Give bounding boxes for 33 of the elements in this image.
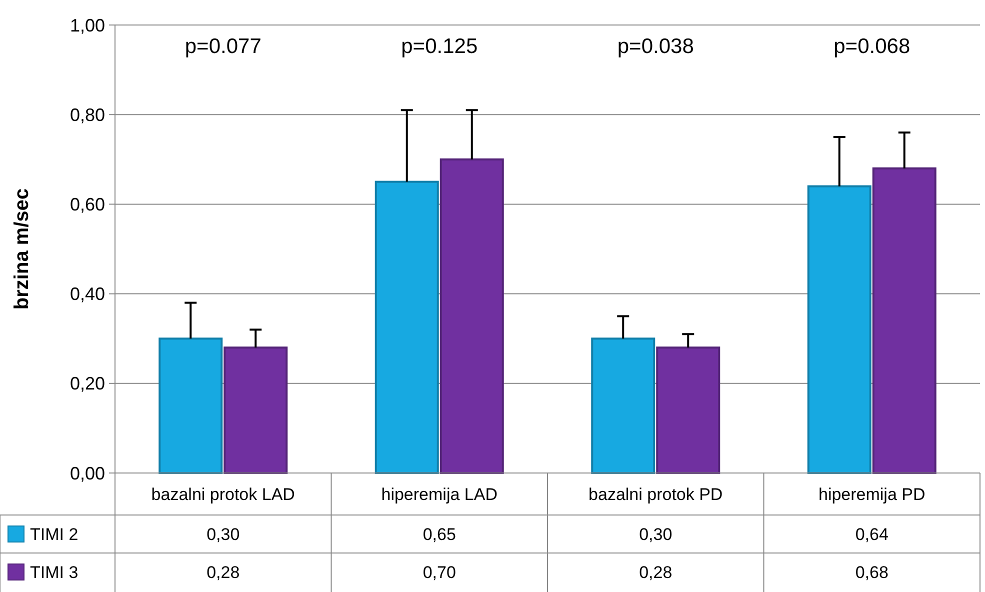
y-tick-label: 0,60 [70,194,105,214]
bar [440,158,504,474]
data-label: 0,30 [206,524,240,544]
annotation: p=0.068 [834,35,910,58]
y-tick-label: 0,40 [70,284,105,304]
bar [807,185,872,474]
x-tick-label: hiperemija LAD [381,484,498,504]
data-label: 0,64 [855,524,888,544]
x-tick-label: bazalni protok LAD [151,484,295,504]
x-tick-label: bazalni protok PD [588,484,723,504]
data-label: 0,28 [639,562,672,582]
data-label: 0,28 [206,562,240,582]
annotation: p=0.125 [401,35,478,58]
legend-label: TIMI 3 [30,562,78,582]
bar [374,180,439,474]
bar [656,346,720,474]
y-tick-label: 0,00 [70,463,105,484]
y-axis-title: brzina m/sec [11,188,33,310]
bar [158,338,223,474]
data-label: 0,68 [855,562,888,582]
annotation: p=0.038 [617,35,694,58]
data-label: 0,65 [422,524,456,544]
y-tick-label: 1,00 [70,15,105,36]
y-tick-label: 0,80 [70,104,105,125]
legend-label: TIMI 2 [30,524,78,544]
data-label: 0,30 [639,524,672,544]
annotation: p=0.077 [184,35,262,58]
y-tick-label: 0,20 [70,374,105,394]
bar [872,167,936,474]
x-tick-label: hiperemija PD [818,484,926,504]
bar [591,338,656,474]
bar [224,346,288,474]
data-label: 0,70 [422,562,456,582]
